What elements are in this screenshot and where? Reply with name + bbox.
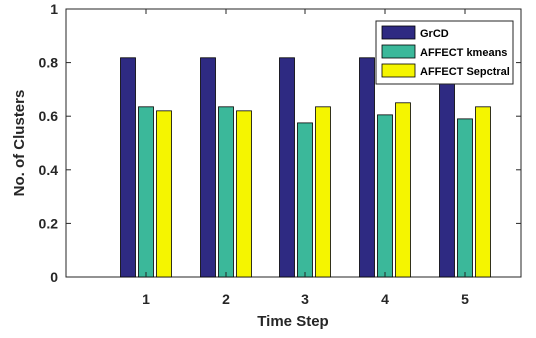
y-tick-label: 1 bbox=[50, 1, 58, 17]
bar-grcd-t2 bbox=[200, 57, 216, 278]
bar-grcd-t1 bbox=[120, 57, 136, 278]
bar-affect-sepctral-t2 bbox=[236, 110, 252, 278]
x-tick-label: 1 bbox=[142, 291, 150, 307]
y-tick-label: 0.8 bbox=[39, 55, 59, 71]
x-axis-label: Time Step bbox=[257, 313, 328, 330]
x-tick-label: 3 bbox=[301, 291, 309, 307]
ticks-group: 0 0.2 0.4 0.6 0.8 1 1 2 3 4 5 bbox=[39, 1, 521, 307]
legend-label: AFFECT kmeans bbox=[420, 47, 507, 59]
legend-swatch-affect-kmeans bbox=[381, 44, 416, 59]
x-tick-label: 2 bbox=[222, 291, 230, 307]
bars-group bbox=[120, 57, 491, 278]
bar-affect-kmeans-t4 bbox=[377, 114, 393, 278]
bar-affect-kmeans-t3 bbox=[297, 122, 313, 278]
bar-affect-sepctral-t1 bbox=[156, 110, 172, 278]
bar-affect-sepctral-t3 bbox=[315, 106, 331, 278]
legend-swatch-affect-sepctral bbox=[381, 63, 416, 78]
bar-affect-kmeans-t5 bbox=[457, 118, 473, 278]
bar-affect-kmeans-t2 bbox=[218, 106, 234, 278]
y-axis-label: No. of Clusters bbox=[11, 90, 28, 197]
bar-grcd-t4 bbox=[359, 57, 375, 278]
legend-label: AFFECT Sepctral bbox=[420, 66, 510, 78]
x-tick-label: 4 bbox=[381, 291, 389, 307]
bar-affect-kmeans-t1 bbox=[138, 106, 154, 278]
legend-label: GrCD bbox=[420, 28, 449, 40]
y-tick-label: 0 bbox=[50, 269, 58, 285]
bar-grcd-t3 bbox=[279, 57, 295, 278]
legend-swatch-grcd bbox=[381, 25, 416, 40]
bar-affect-sepctral-t5 bbox=[475, 106, 491, 278]
x-tick-label: 5 bbox=[461, 291, 469, 307]
y-tick-label: 0.2 bbox=[39, 215, 59, 231]
legend: GrCD AFFECT kmeans AFFECT Sepctral bbox=[375, 20, 514, 85]
y-tick-label: 0.4 bbox=[39, 162, 59, 178]
bar-grcd-t5 bbox=[439, 57, 455, 278]
y-tick-label: 0.6 bbox=[39, 108, 59, 124]
bar-affect-sepctral-t4 bbox=[395, 102, 411, 278]
